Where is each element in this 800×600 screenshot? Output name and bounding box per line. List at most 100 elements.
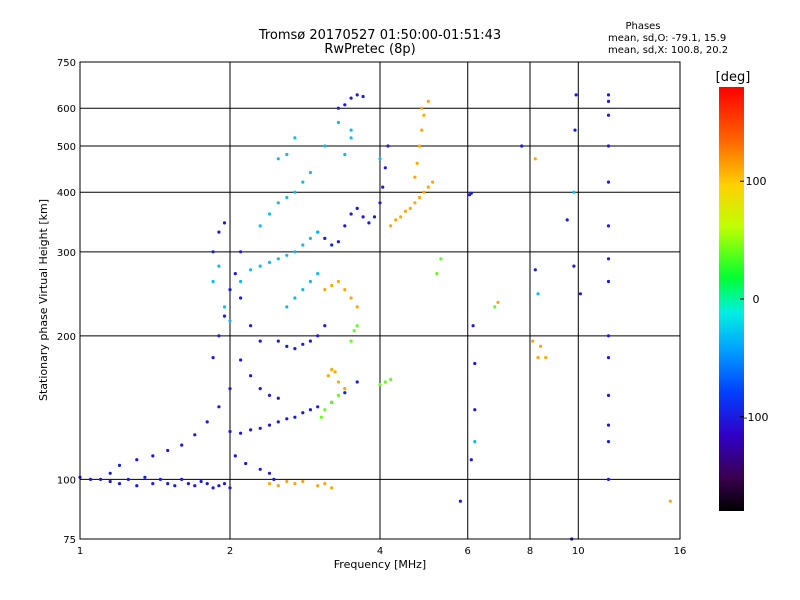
data-point xyxy=(606,279,611,284)
data-point xyxy=(301,411,305,415)
data-point xyxy=(239,296,243,300)
data-point xyxy=(381,185,385,189)
data-point xyxy=(199,479,203,484)
data-point xyxy=(606,257,611,261)
x-tick-label: 16 xyxy=(674,546,687,557)
data-point xyxy=(378,383,382,387)
data-point xyxy=(205,420,209,424)
data-point xyxy=(301,342,305,346)
y-tick-label: 75 xyxy=(63,535,76,546)
data-point xyxy=(361,94,365,99)
data-point xyxy=(330,486,334,490)
data-point xyxy=(293,482,297,486)
data-point xyxy=(222,314,227,318)
data-point xyxy=(276,339,280,343)
data-point xyxy=(316,484,320,488)
data-point xyxy=(316,230,320,234)
data-point xyxy=(471,324,475,328)
data-point xyxy=(349,296,353,300)
data-point xyxy=(606,99,611,103)
data-point xyxy=(166,482,170,486)
data-point xyxy=(323,144,327,148)
data-point xyxy=(426,99,430,103)
data-point xyxy=(99,477,103,481)
data-point xyxy=(228,486,232,490)
data-point xyxy=(293,296,297,300)
data-point xyxy=(239,250,243,254)
data-point xyxy=(473,361,477,366)
data-point xyxy=(267,212,272,216)
data-point xyxy=(413,201,417,205)
data-point xyxy=(276,420,280,424)
data-point xyxy=(606,334,611,338)
data-point xyxy=(422,190,426,194)
data-point xyxy=(158,477,162,481)
data-point xyxy=(355,324,359,328)
data-point xyxy=(233,272,237,276)
data-point xyxy=(668,499,672,503)
colorbar-tick-label: -100 xyxy=(744,411,769,424)
data-point xyxy=(606,93,611,97)
data-point xyxy=(367,221,371,225)
data-point xyxy=(343,391,347,395)
data-point xyxy=(316,272,320,276)
data-point xyxy=(330,400,334,404)
data-point xyxy=(285,479,289,484)
data-point xyxy=(108,471,112,475)
data-point xyxy=(323,324,327,328)
data-point xyxy=(293,347,297,351)
data-point xyxy=(336,393,340,397)
data-point xyxy=(394,218,398,222)
data-point xyxy=(606,144,611,148)
data-point xyxy=(211,279,215,284)
grid-lines xyxy=(80,62,680,539)
data-point xyxy=(244,461,248,466)
data-point xyxy=(108,479,112,484)
data-point xyxy=(330,367,334,372)
data-point xyxy=(217,230,221,234)
colorbar xyxy=(719,87,744,511)
data-point xyxy=(572,190,576,194)
data-point xyxy=(205,482,209,486)
data-point xyxy=(316,405,320,409)
data-point xyxy=(293,250,297,254)
data-point xyxy=(431,180,435,184)
data-point xyxy=(467,193,472,197)
data-point xyxy=(186,482,190,486)
data-point xyxy=(574,93,578,97)
stats-line-o: mean, sd,O: -79.1, 15.9 xyxy=(608,33,726,44)
y-axis-ticks: 75 100 200 300 400 500 600 750 xyxy=(57,58,76,546)
y-tick-label: 750 xyxy=(57,58,76,69)
data-point xyxy=(319,415,323,419)
data-point xyxy=(166,448,170,453)
data-point xyxy=(222,305,227,309)
data-point xyxy=(276,157,280,161)
data-point xyxy=(267,471,272,475)
data-point xyxy=(606,423,611,427)
data-point xyxy=(520,144,524,148)
data-point xyxy=(389,377,393,382)
data-point xyxy=(301,288,305,292)
data-point xyxy=(301,479,305,484)
data-point xyxy=(333,370,337,374)
colorbar-ticks: 100 0 -100 xyxy=(740,175,768,424)
data-point xyxy=(217,484,221,488)
data-point xyxy=(349,96,353,100)
data-point xyxy=(267,482,272,486)
x-tick-label: 6 xyxy=(465,546,471,557)
data-point xyxy=(258,339,262,343)
data-point xyxy=(117,482,122,486)
data-point xyxy=(352,329,356,333)
data-point xyxy=(326,374,330,378)
data-point xyxy=(413,175,417,179)
data-point xyxy=(276,257,280,261)
data-point xyxy=(343,387,347,391)
data-point xyxy=(606,180,611,184)
data-point xyxy=(211,356,215,360)
data-point xyxy=(285,253,289,257)
data-points xyxy=(78,93,672,541)
data-point xyxy=(533,268,537,272)
data-point xyxy=(285,152,289,157)
x-axis-label: Frequency [MHz] xyxy=(334,558,426,571)
